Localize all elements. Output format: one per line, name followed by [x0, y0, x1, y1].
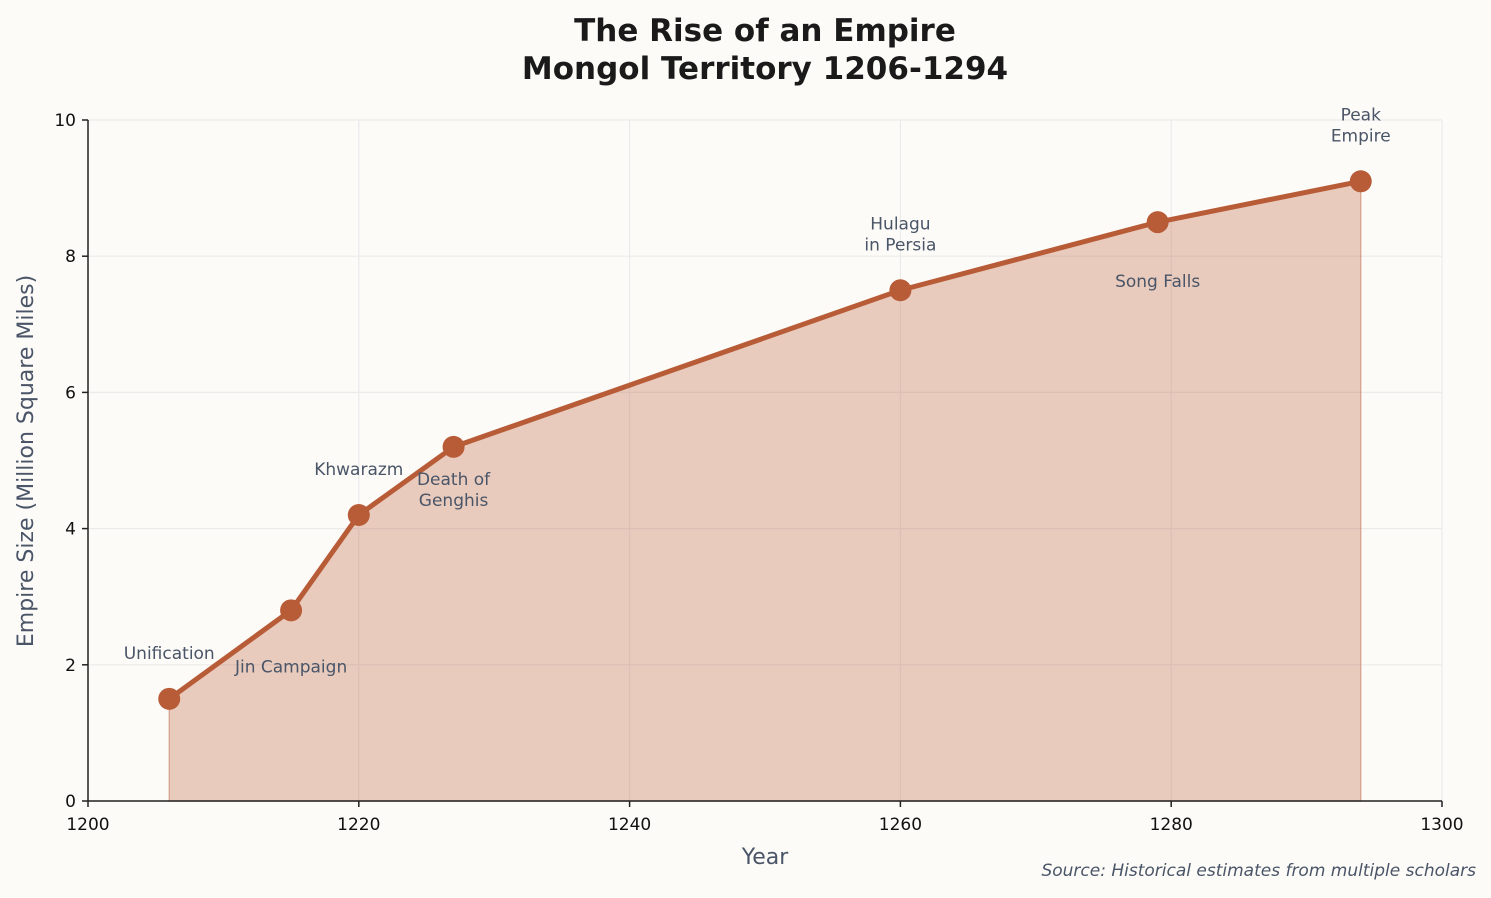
annotation-line: Jin Campaign: [234, 657, 347, 677]
y-tick-label: 6: [65, 383, 76, 403]
data-point: [158, 687, 181, 710]
data-point: [442, 435, 465, 458]
chart-title-line1: The Rise of an Empire: [574, 13, 956, 49]
y-tick-label: 2: [65, 656, 76, 676]
annotation: Hulagu in Persia: [864, 214, 936, 255]
x-tick-label: 1260: [879, 815, 922, 835]
x-tick-label: 1220: [337, 815, 380, 835]
plot-area: Unification Jin Campaign Khwarazm Death of G…: [124, 105, 1391, 802]
x-tick-label: 1240: [608, 815, 651, 835]
y-tick-label: 10: [54, 111, 76, 131]
annotation-line: in Persia: [864, 235, 936, 255]
x-tick-label: 1280: [1150, 815, 1193, 835]
annotation-line: Genghis: [419, 491, 489, 511]
annotation: Song Falls: [1115, 272, 1200, 292]
annotation: Jin Campaign: [234, 657, 347, 677]
axes: 1200 1220 1240 1260 1280 1300 0 2 4 6 8 10: [54, 111, 1463, 835]
annotation-line: Unification: [124, 644, 215, 664]
annotation-line: Death of: [417, 470, 491, 490]
annotation: Death of Genghis: [417, 470, 491, 511]
annotation-line: Khwarazm: [314, 460, 403, 480]
y-axis-label: Empire Size (Million Square Miles): [14, 275, 39, 647]
annotation: Khwarazm: [314, 460, 403, 480]
annotation-line: Song Falls: [1115, 272, 1200, 292]
x-axis-label: Year: [741, 845, 790, 870]
annotation-line: Empire: [1331, 126, 1391, 146]
annotation: Unification: [124, 644, 215, 664]
annotation: Peak Empire: [1331, 105, 1391, 146]
source-note: Source: Historical estimates from multip…: [1041, 861, 1476, 881]
annotation-line: Peak: [1341, 105, 1382, 125]
chart-title-line2: Mongol Territory 1206-1294: [522, 51, 1008, 87]
data-point: [280, 599, 303, 622]
x-tick-label: 1300: [1420, 815, 1463, 835]
data-point: [1146, 211, 1169, 234]
data-point: [1349, 170, 1372, 193]
data-point: [347, 503, 370, 526]
y-tick-label: 8: [65, 247, 76, 267]
y-tick-label: 4: [65, 520, 76, 540]
annotation-line: Hulagu: [870, 214, 930, 234]
data-point: [889, 279, 912, 302]
x-tick-label: 1200: [66, 815, 109, 835]
y-tick-label: 0: [65, 792, 76, 812]
